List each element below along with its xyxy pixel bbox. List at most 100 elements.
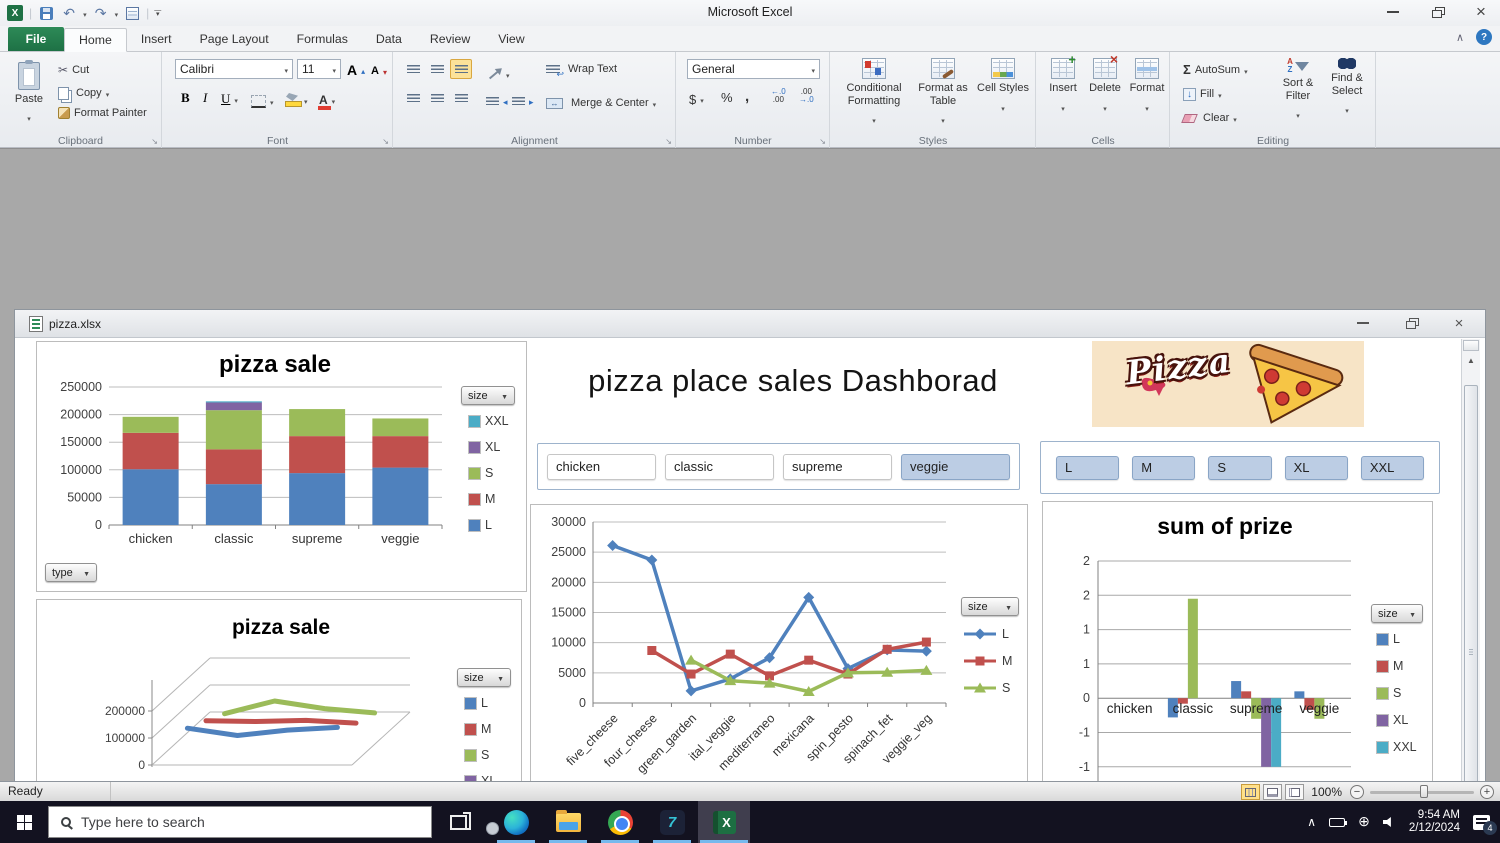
tab-page-layout[interactable]: Page Layout bbox=[199, 32, 269, 46]
align-left-button[interactable] bbox=[402, 88, 424, 108]
task-view-button[interactable] bbox=[432, 801, 484, 843]
merge-center-button[interactable]: Merge & Center bbox=[546, 94, 656, 112]
grow-font-button[interactable]: A bbox=[347, 61, 365, 79]
search-input[interactable]: Type here to search bbox=[48, 806, 432, 838]
volume-icon[interactable] bbox=[1382, 817, 1391, 827]
slicer-button-classic[interactable]: classic bbox=[665, 453, 774, 480]
legend-size-dropdown-line[interactable]: size bbox=[961, 597, 1019, 616]
align-right-button[interactable] bbox=[450, 88, 472, 108]
battery-icon[interactable] bbox=[1329, 817, 1348, 827]
zoom-in-button[interactable]: + bbox=[1480, 785, 1494, 799]
page-break-view-button[interactable] bbox=[1285, 784, 1304, 800]
dialog-launcher-icon[interactable] bbox=[819, 137, 826, 146]
shrink-font-button[interactable]: A bbox=[371, 62, 387, 80]
paste-button[interactable]: Paste bbox=[6, 58, 52, 126]
table-tool-button[interactable] bbox=[123, 4, 141, 22]
conditional-formatting-button[interactable]: Conditional Formatting bbox=[839, 58, 909, 128]
save-button[interactable] bbox=[37, 4, 55, 22]
align-middle-button[interactable] bbox=[426, 59, 448, 79]
page-layout-view-button[interactable] bbox=[1263, 784, 1282, 800]
vertical-scrollbar[interactable] bbox=[1461, 339, 1480, 843]
dialog-launcher-icon[interactable] bbox=[665, 137, 672, 146]
dialog-launcher-icon[interactable] bbox=[382, 137, 389, 146]
format-painter-button[interactable]: Format Painter bbox=[58, 107, 147, 119]
percent-button[interactable]: % bbox=[721, 90, 733, 105]
clear-button[interactable]: Clear bbox=[1181, 109, 1237, 127]
notification-center-icon[interactable]: 4 bbox=[1473, 814, 1497, 835]
taskbar-app[interactable] bbox=[646, 801, 698, 843]
slicer-button-L[interactable]: L bbox=[1056, 455, 1120, 480]
normal-view-button[interactable] bbox=[1241, 784, 1260, 800]
align-top-button[interactable] bbox=[402, 59, 424, 79]
decrease-indent-button[interactable] bbox=[486, 92, 508, 110]
clock[interactable]: 9:54 AM 2/12/2024 bbox=[1409, 809, 1460, 835]
tab-formulas[interactable]: Formulas bbox=[296, 32, 348, 46]
legend-size-dropdown-3d[interactable]: size bbox=[457, 668, 511, 687]
slicer-button-XXL[interactable]: XXL bbox=[1360, 455, 1425, 480]
slicer-button-S[interactable]: S bbox=[1208, 455, 1272, 480]
borders-button[interactable] bbox=[251, 92, 274, 110]
minimize-ribbon-icon[interactable] bbox=[1456, 31, 1464, 44]
slicer-button-veggie[interactable]: veggie bbox=[901, 453, 1010, 480]
tab-view[interactable]: View bbox=[498, 32, 525, 46]
scrollbar-thumb[interactable] bbox=[1464, 385, 1478, 843]
underline-button[interactable]: U bbox=[221, 90, 238, 108]
comma-button[interactable]: , bbox=[745, 88, 750, 105]
slicer-button-XL[interactable]: XL bbox=[1284, 455, 1348, 480]
tab-home[interactable]: Home bbox=[64, 28, 127, 52]
wrap-text-button[interactable]: Wrap Text bbox=[546, 63, 617, 80]
chart-sum-of-prize[interactable]: 22110-1-1-2chickenclassicsupremeveggiesu… bbox=[1042, 501, 1433, 821]
fill-color-button[interactable] bbox=[285, 91, 308, 109]
legend-size-dropdown-bar[interactable]: size bbox=[1371, 604, 1423, 623]
bold-button[interactable]: B bbox=[181, 90, 190, 105]
chart-sales-by-name[interactable]: 0 5000 10000 15000 20000 25000 30000 five_chees… bbox=[530, 504, 1028, 823]
slicer-button-chicken[interactable]: chicken bbox=[547, 453, 656, 480]
slicer-button-M[interactable]: M bbox=[1132, 455, 1196, 480]
workbook-restore-button[interactable] bbox=[1399, 315, 1423, 331]
tray-expand-icon[interactable] bbox=[1307, 813, 1316, 831]
number-format-combo[interactable]: General bbox=[687, 59, 820, 79]
copy-button[interactable]: Copy bbox=[58, 84, 109, 102]
slicer-button-supreme[interactable]: supreme bbox=[783, 453, 892, 480]
taskbar-file-explorer[interactable] bbox=[542, 801, 594, 843]
taskbar-chrome[interactable] bbox=[594, 801, 646, 843]
help-icon[interactable] bbox=[1476, 29, 1492, 45]
font-size-combo[interactable]: 11 bbox=[297, 59, 341, 79]
tab-review[interactable]: Review bbox=[429, 32, 471, 46]
font-color-button[interactable]: A bbox=[318, 91, 335, 110]
italic-button[interactable]: I bbox=[203, 90, 208, 105]
align-bottom-button[interactable] bbox=[450, 59, 472, 79]
dialog-launcher-icon[interactable] bbox=[151, 137, 158, 146]
decrease-decimal-button[interactable] bbox=[799, 88, 814, 104]
start-button[interactable] bbox=[0, 801, 48, 843]
zoom-out-button[interactable]: − bbox=[1350, 785, 1364, 799]
scroll-up-arrow[interactable] bbox=[1462, 352, 1480, 369]
chart-pizza-sale-stacked[interactable]: 0 50000 100000 150000 200000 250000 chicken cla… bbox=[36, 341, 527, 592]
workbook-minimize-button[interactable] bbox=[1351, 315, 1375, 331]
cut-button[interactable]: Cut bbox=[58, 61, 89, 79]
delete-cells-button[interactable]: Delete bbox=[1085, 51, 1125, 116]
minimize-button[interactable] bbox=[1382, 2, 1404, 22]
format-as-table-button[interactable]: Format as Table bbox=[913, 58, 973, 128]
restore-button[interactable] bbox=[1426, 2, 1448, 22]
taskbar-edge[interactable] bbox=[490, 801, 542, 843]
orientation-button[interactable] bbox=[488, 65, 510, 83]
fill-button[interactable]: Fill bbox=[1183, 85, 1222, 103]
scrollbar-split-handle[interactable] bbox=[1463, 340, 1479, 351]
network-icon[interactable] bbox=[1358, 813, 1370, 831]
sort-filter-button[interactable]: A Z Sort & Filter bbox=[1275, 58, 1321, 123]
close-button[interactable] bbox=[1470, 2, 1492, 22]
zoom-level[interactable]: 100% bbox=[1311, 785, 1342, 799]
cell-styles-button[interactable]: Cell Styles bbox=[977, 58, 1029, 116]
format-cells-button[interactable]: Format bbox=[1127, 58, 1167, 116]
zoom-slider-thumb[interactable] bbox=[1420, 785, 1428, 798]
increase-decimal-button[interactable] bbox=[771, 88, 786, 104]
tab-file[interactable]: File bbox=[8, 27, 64, 51]
tab-insert[interactable]: Insert bbox=[140, 32, 172, 46]
taskbar-excel-active[interactable] bbox=[698, 801, 750, 843]
increase-indent-button[interactable] bbox=[512, 92, 534, 110]
workbook-close-button[interactable]: × bbox=[1454, 314, 1464, 332]
legend-size-dropdown[interactable]: size bbox=[461, 386, 515, 405]
autosum-button[interactable]: AutoSum bbox=[1183, 61, 1248, 79]
currency-button[interactable]: $ bbox=[689, 90, 704, 108]
